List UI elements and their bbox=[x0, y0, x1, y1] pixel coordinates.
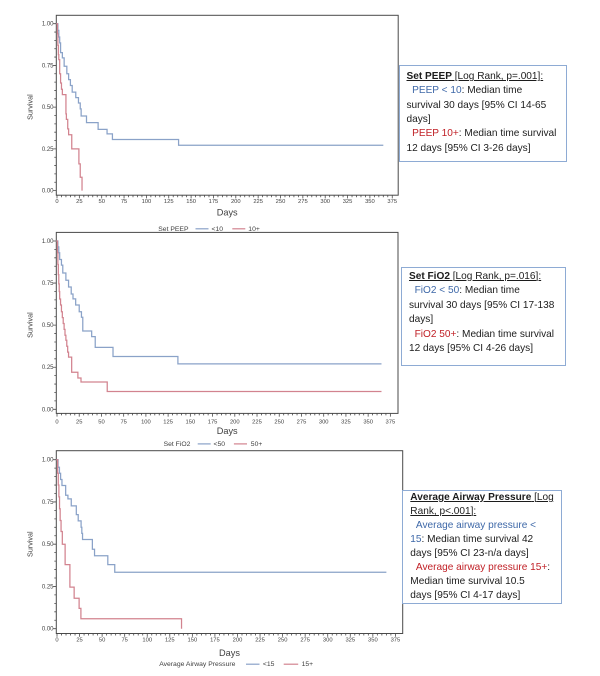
svg-text:Average Airway Pressure: Average Airway Pressure bbox=[159, 661, 235, 668]
svg-text:300: 300 bbox=[320, 199, 330, 205]
svg-text:<15: <15 bbox=[263, 661, 275, 668]
svg-text:1.00: 1.00 bbox=[42, 239, 54, 245]
svg-text:0.50: 0.50 bbox=[42, 323, 54, 329]
svg-text:100: 100 bbox=[142, 199, 152, 205]
svg-text:200: 200 bbox=[230, 420, 240, 426]
svg-text:Set PEEP: Set PEEP bbox=[158, 226, 189, 233]
svg-text:0.50: 0.50 bbox=[42, 542, 54, 548]
svg-text:50+: 50+ bbox=[251, 441, 263, 448]
svg-text:125: 125 bbox=[164, 199, 174, 205]
svg-text:175: 175 bbox=[209, 199, 219, 205]
svg-text:100: 100 bbox=[141, 420, 151, 426]
svg-text:325: 325 bbox=[341, 420, 351, 426]
svg-text:350: 350 bbox=[368, 638, 378, 644]
svg-text:0.00: 0.00 bbox=[42, 189, 54, 195]
svg-text:375: 375 bbox=[387, 199, 397, 205]
svg-text:0.00: 0.00 bbox=[42, 627, 54, 633]
svg-text:250: 250 bbox=[276, 199, 286, 205]
svg-text:300: 300 bbox=[319, 420, 329, 426]
svg-text:0.00: 0.00 bbox=[42, 407, 54, 413]
svg-text:350: 350 bbox=[365, 199, 375, 205]
svg-text:225: 225 bbox=[255, 638, 265, 644]
svg-text:0.25: 0.25 bbox=[42, 365, 54, 371]
svg-text:Survival: Survival bbox=[25, 312, 34, 338]
svg-text:25: 25 bbox=[76, 638, 82, 644]
svg-text:350: 350 bbox=[363, 420, 373, 426]
svg-text:175: 175 bbox=[210, 638, 220, 644]
svg-text:375: 375 bbox=[391, 638, 401, 644]
svg-text:0: 0 bbox=[55, 638, 58, 644]
svg-text:0.75: 0.75 bbox=[42, 281, 54, 287]
svg-text:75: 75 bbox=[121, 199, 127, 205]
svg-text:150: 150 bbox=[186, 420, 196, 426]
svg-text:50: 50 bbox=[98, 199, 104, 205]
svg-text:200: 200 bbox=[231, 199, 241, 205]
svg-text:<10: <10 bbox=[212, 226, 224, 233]
svg-text:15+: 15+ bbox=[302, 661, 314, 668]
svg-text:0: 0 bbox=[55, 420, 58, 426]
svg-text:Set FiO2: Set FiO2 bbox=[164, 441, 191, 448]
svg-text:0.50: 0.50 bbox=[42, 105, 54, 111]
svg-text:25: 25 bbox=[76, 420, 82, 426]
svg-text:0.75: 0.75 bbox=[42, 500, 54, 506]
svg-text:300: 300 bbox=[323, 638, 333, 644]
svg-text:25: 25 bbox=[76, 199, 82, 205]
svg-text:275: 275 bbox=[298, 199, 308, 205]
svg-text:75: 75 bbox=[120, 420, 126, 426]
svg-text:Survival: Survival bbox=[25, 531, 34, 557]
svg-text:125: 125 bbox=[165, 638, 175, 644]
svg-text:375: 375 bbox=[386, 420, 396, 426]
svg-text:10+: 10+ bbox=[248, 226, 260, 233]
svg-text:0.25: 0.25 bbox=[42, 585, 54, 591]
svg-text:200: 200 bbox=[233, 638, 243, 644]
svg-text:150: 150 bbox=[186, 199, 196, 205]
svg-text:0.75: 0.75 bbox=[42, 63, 54, 69]
svg-text:0: 0 bbox=[55, 199, 58, 205]
svg-text:125: 125 bbox=[163, 420, 173, 426]
svg-text:225: 225 bbox=[253, 199, 263, 205]
svg-text:0.25: 0.25 bbox=[42, 147, 54, 153]
svg-text:Days: Days bbox=[217, 208, 238, 218]
svg-text:325: 325 bbox=[345, 638, 355, 644]
svg-text:175: 175 bbox=[208, 420, 218, 426]
svg-text:100: 100 bbox=[142, 638, 152, 644]
svg-text:225: 225 bbox=[252, 420, 262, 426]
svg-text:Days: Days bbox=[219, 648, 240, 658]
svg-text:1.00: 1.00 bbox=[42, 458, 54, 464]
svg-text:275: 275 bbox=[297, 420, 307, 426]
svg-text:50: 50 bbox=[98, 420, 104, 426]
svg-text:75: 75 bbox=[121, 638, 127, 644]
svg-text:325: 325 bbox=[343, 199, 353, 205]
svg-text:<50: <50 bbox=[214, 441, 226, 448]
svg-text:Survival: Survival bbox=[25, 94, 34, 120]
svg-text:Days: Days bbox=[217, 426, 238, 436]
svg-text:275: 275 bbox=[300, 638, 310, 644]
svg-text:250: 250 bbox=[274, 420, 284, 426]
svg-text:50: 50 bbox=[99, 638, 105, 644]
svg-text:250: 250 bbox=[278, 638, 288, 644]
svg-text:1.00: 1.00 bbox=[42, 22, 54, 28]
svg-text:150: 150 bbox=[188, 638, 198, 644]
